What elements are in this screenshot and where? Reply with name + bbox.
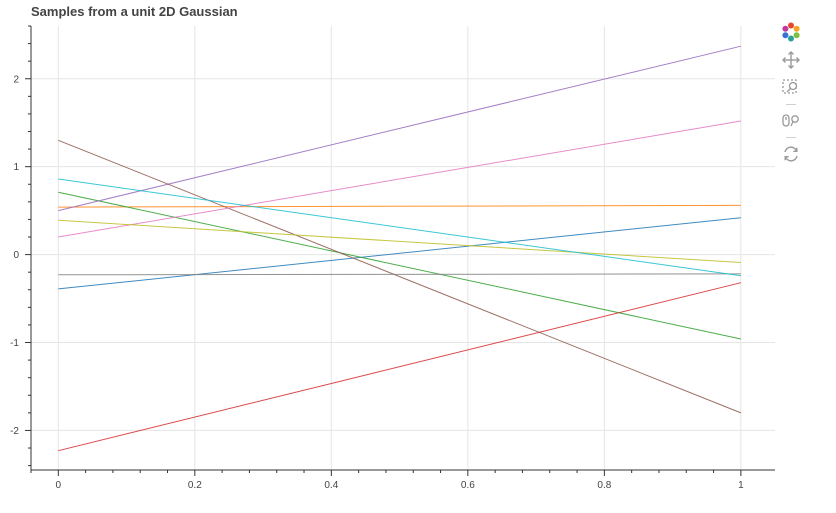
y-tick-label: -1 [10,338,19,349]
series-line-5 [58,45,742,212]
x-tick-label: 0.8 [597,480,611,491]
series-layer [58,45,742,452]
toolbar-divider [786,104,796,105]
x-tick-label: 0 [56,480,62,491]
box-zoom-icon[interactable] [777,76,805,100]
x-tick-label: 0.4 [324,480,338,491]
y-tick-label: -2 [10,426,19,437]
y-tick-label: 0 [13,250,19,261]
y-tick-label: 2 [13,74,19,85]
wheel-zoom-icon[interactable] [777,109,805,133]
grid-layer [31,26,775,470]
pan-icon[interactable] [777,48,805,72]
chart-title: Samples from a unit 2D Gaussian [31,4,238,19]
series-line-8 [58,273,741,276]
series-line-9 [58,219,741,263]
series-line-1 [58,217,741,290]
series-line-2 [58,204,741,208]
x-tick-label: 1 [738,480,744,491]
series-line-10 [58,178,741,277]
x-tick-label: 0.2 [188,480,202,491]
bokeh-logo-icon[interactable] [777,20,805,44]
axis-layer: 0 0.2 0.4 0.6 0.8 1 -2 -1 0 1 2 [10,25,775,491]
series-line-7 [58,120,741,238]
reset-icon[interactable] [777,142,805,166]
series-line-6 [58,139,742,414]
series-line-3 [58,191,742,340]
series-line-4 [58,282,742,452]
x-tick-label: 0.6 [461,480,475,491]
toolbar-divider [786,137,796,138]
chart-toolbar [777,20,805,170]
y-tick-label: 1 [13,162,19,173]
